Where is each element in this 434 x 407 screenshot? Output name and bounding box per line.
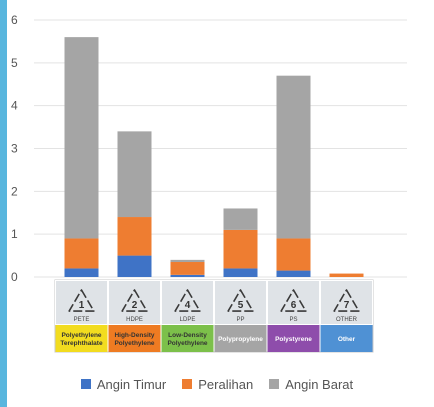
bar-segment	[276, 75, 311, 239]
category-icon-cell	[108, 280, 161, 325]
category-icon-cell	[320, 280, 373, 325]
legend-label: Peralihan	[198, 376, 254, 392]
resin-number: 1	[79, 300, 85, 311]
plastic-name-label: Polypropylene	[218, 336, 263, 343]
resin-number: 6	[291, 300, 297, 311]
y-tick-label: 1	[11, 227, 18, 241]
plastic-name-cell	[55, 325, 108, 352]
plastic-name-label: Polyethylene	[61, 332, 101, 339]
y-tick-label: 6	[11, 13, 18, 27]
y-tick-label: 5	[11, 56, 18, 70]
bar-segment	[223, 208, 258, 230]
resin-number: 4	[185, 300, 191, 311]
plastic-name-cell	[161, 325, 214, 352]
bar-segment	[64, 268, 99, 277]
plastic-name-label: Other	[338, 336, 356, 343]
bar-segment	[223, 268, 258, 277]
resin-number: 7	[344, 300, 350, 311]
plastic-name-label: Polyethylene	[167, 340, 207, 347]
resin-code: HDPE	[126, 317, 143, 323]
resin-number: 5	[238, 300, 244, 311]
bar-segment	[117, 131, 152, 218]
plastic-name-label: Polyethylene	[114, 340, 154, 347]
resin-code: PS	[289, 317, 297, 323]
bar-segment	[276, 270, 311, 277]
recycling-triangle-icon	[68, 289, 95, 312]
plastic-name-label: Low-Density	[168, 332, 207, 339]
resin-number: 2	[132, 300, 138, 311]
legend-label: Angin Barat	[285, 376, 354, 392]
resin-code: PP	[236, 317, 244, 323]
bar-segment	[329, 273, 364, 277]
legend: Angin Timur Peralihan Angin Barat	[0, 374, 434, 394]
category-icon-cell	[214, 280, 267, 325]
plastic-name-label: Terephthalate	[60, 340, 103, 347]
bar-segment	[276, 238, 311, 271]
bar-segment	[64, 238, 99, 269]
plastic-name-cell	[214, 325, 267, 352]
recycling-triangle-icon	[280, 289, 307, 312]
resin-code: OTHER	[336, 317, 358, 323]
bar-segment	[170, 274, 205, 277]
legend-label: Angin Timur	[96, 376, 167, 392]
plastic-name-label: Polystyrene	[275, 336, 312, 343]
category-icon-cell	[267, 280, 320, 325]
plastic-name-cell	[108, 325, 161, 352]
bar-segment	[117, 255, 152, 277]
resin-code: LDPE	[180, 317, 196, 323]
y-tick-label: 3	[11, 142, 18, 156]
legend-swatch	[182, 379, 193, 389]
legend-swatch	[80, 379, 91, 389]
bar-segment	[170, 259, 205, 263]
recycling-triangle-icon	[174, 289, 201, 312]
recycling-triangle-icon	[333, 289, 360, 312]
category-icon-cell	[55, 280, 108, 325]
y-tick-label: 0	[11, 270, 18, 284]
recycling-triangle-icon	[227, 289, 254, 312]
bar-segment	[117, 217, 152, 256]
bar-segment	[223, 229, 258, 269]
y-tick-label: 2	[11, 184, 18, 198]
plastic-name-label: High-Density	[114, 332, 154, 339]
bar-segment	[170, 262, 205, 275]
y-tick-label: 4	[11, 99, 18, 113]
bar-segment	[64, 37, 99, 239]
legend-item: Peralihan	[182, 377, 253, 392]
plot-area: 01234561PETEPolyethyleneTerephthalate2HD…	[11, 13, 407, 353]
category-icon-cell	[161, 280, 214, 325]
resin-code: PETE	[74, 317, 90, 323]
legend-item: Angin Barat	[269, 377, 353, 392]
plastic-name-cell	[267, 325, 320, 352]
recycling-triangle-icon	[121, 289, 148, 312]
plastic-name-cell	[320, 325, 373, 352]
legend-swatch	[269, 379, 280, 389]
legend-item: Angin Timur	[80, 376, 167, 392]
